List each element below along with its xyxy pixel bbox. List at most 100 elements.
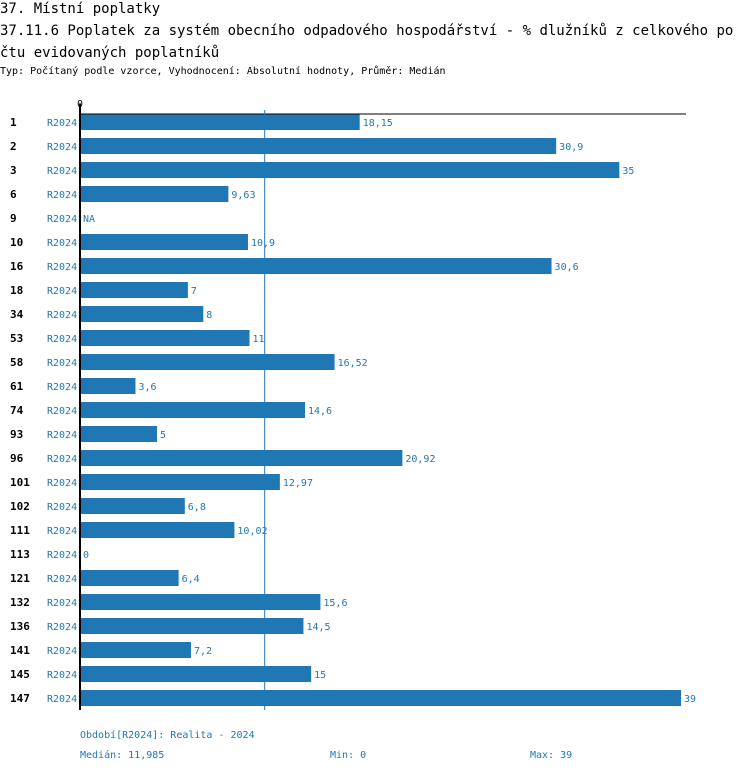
- bar: [80, 402, 305, 418]
- value-label: 15,6: [323, 598, 347, 609]
- value-label: 14,6: [308, 406, 332, 417]
- bar: [80, 162, 620, 178]
- bar: [80, 258, 552, 274]
- category-label: 113: [10, 548, 30, 561]
- period-label: R2024: [47, 382, 77, 393]
- value-label: 16,52: [338, 358, 368, 369]
- bar: [80, 330, 250, 346]
- period-label: R2024: [47, 406, 77, 417]
- bar: [80, 690, 681, 706]
- bar: [80, 570, 179, 586]
- bar: [80, 666, 312, 682]
- category-label: 147: [10, 692, 30, 705]
- category-label: 58: [10, 356, 23, 369]
- period-label: R2024: [47, 550, 77, 561]
- category-label: 111: [10, 524, 30, 537]
- bar: [80, 114, 360, 130]
- footer-min: Min: 0: [330, 750, 367, 761]
- value-label: 3,6: [138, 382, 156, 393]
- bar: [80, 426, 158, 442]
- category-label: 74: [10, 404, 24, 417]
- value-label: 20,92: [405, 454, 435, 465]
- period-label: R2024: [47, 622, 77, 633]
- footer-period: Období[R2024]: Realita - 2024: [80, 730, 255, 741]
- value-label: 30,9: [559, 142, 583, 153]
- period-label: R2024: [47, 454, 77, 465]
- category-label: 10: [10, 236, 23, 249]
- category-label: 34: [10, 308, 24, 321]
- value-label: 15: [314, 670, 326, 681]
- value-label: 9,63: [231, 190, 255, 201]
- bar: [80, 498, 185, 514]
- period-label: R2024: [47, 526, 77, 537]
- bar: [80, 234, 248, 250]
- bar: [80, 594, 321, 610]
- bar: [80, 138, 557, 154]
- period-label: R2024: [47, 694, 77, 705]
- period-label: R2024: [47, 358, 77, 369]
- period-label: R2024: [47, 574, 77, 585]
- period-label: R2024: [47, 598, 77, 609]
- value-label: 5: [160, 430, 166, 441]
- bar: [80, 474, 280, 490]
- bar: [80, 522, 235, 538]
- value-label: 35: [622, 166, 634, 177]
- period-label: R2024: [47, 646, 77, 657]
- bar: [80, 282, 188, 298]
- category-label: 61: [10, 380, 24, 393]
- period-label: R2024: [47, 142, 77, 153]
- period-label: R2024: [47, 478, 77, 489]
- category-label: 145: [10, 668, 30, 681]
- category-label: 3: [10, 164, 17, 177]
- value-label: 0: [83, 550, 89, 561]
- value-label: 10,9: [251, 238, 275, 249]
- value-label: 12,97: [283, 478, 313, 489]
- period-label: R2024: [47, 310, 77, 321]
- bar: [80, 450, 403, 466]
- category-label: 136: [10, 620, 30, 633]
- footer-max: Max: 39: [530, 750, 573, 761]
- value-label: 39: [684, 694, 696, 705]
- period-label: R2024: [47, 262, 77, 273]
- category-label: 18: [10, 284, 23, 297]
- bar: [80, 186, 229, 202]
- period-label: R2024: [47, 118, 77, 129]
- bar: [80, 642, 191, 658]
- value-label: NA: [83, 214, 95, 225]
- value-label: 10,02: [237, 526, 267, 537]
- period-label: R2024: [47, 166, 77, 177]
- bar: [80, 354, 335, 370]
- category-label: 132: [10, 596, 30, 609]
- value-label: 7: [191, 286, 197, 297]
- period-label: R2024: [47, 286, 77, 297]
- period-label: R2024: [47, 670, 77, 681]
- category-label: 6: [10, 188, 17, 201]
- value-label: 6,8: [188, 502, 206, 513]
- bar: [80, 306, 204, 322]
- value-label: 30,6: [555, 262, 579, 273]
- bar: [80, 618, 304, 634]
- category-label: 16: [10, 260, 24, 273]
- period-label: R2024: [47, 214, 77, 225]
- value-label: 7,2: [194, 646, 212, 657]
- chart-title: 37.11.6 Poplatek za systém obecního odpa…: [0, 23, 734, 61]
- footer-median: Medián: 11,985: [80, 750, 165, 761]
- category-label: 101: [10, 476, 30, 489]
- category-label: 2: [10, 140, 17, 153]
- period-label: R2024: [47, 430, 77, 441]
- bar: [80, 378, 136, 394]
- period-label: R2024: [47, 334, 77, 345]
- value-label: 14,5: [306, 622, 330, 633]
- value-label: 18,15: [363, 118, 393, 129]
- category-label: 93: [10, 428, 23, 441]
- section-title: 37. Místní poplatky: [0, 1, 161, 17]
- period-label: R2024: [47, 238, 77, 249]
- category-label: 1: [10, 116, 17, 129]
- value-label: 11: [253, 334, 265, 345]
- value-label: 8: [206, 310, 212, 321]
- period-label: R2024: [47, 502, 77, 513]
- category-label: 53: [10, 332, 23, 345]
- category-label: 9: [10, 212, 17, 225]
- category-label: 96: [10, 452, 24, 465]
- period-label: R2024: [47, 190, 77, 201]
